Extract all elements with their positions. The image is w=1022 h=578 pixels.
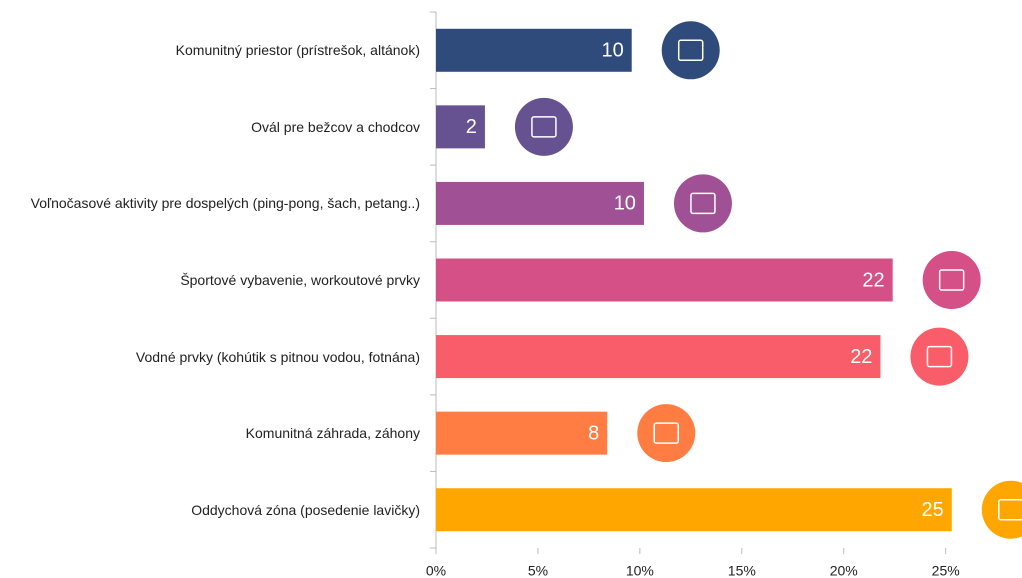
icon bbox=[514, 97, 573, 156]
category-label: Komunitná záhrada, záhony bbox=[245, 425, 420, 442]
category-label-wrap: Oddychová zóna (posedenie lavičky) bbox=[0, 480, 420, 540]
category-label: Športové vybavenie, workoutové prvky bbox=[180, 272, 420, 288]
bar bbox=[436, 181, 644, 225]
icon bbox=[673, 174, 732, 233]
bar bbox=[436, 258, 893, 302]
x-tick-label: 5% bbox=[528, 563, 548, 578]
bar bbox=[436, 28, 632, 72]
category-label-box: Komunitný priestor (prístrešok, altánok) bbox=[0, 20, 420, 80]
category-label-box: Voľnočasové aktivity pre dospelých (ping… bbox=[0, 173, 420, 233]
icon bbox=[910, 327, 969, 386]
category-label-wrap: Komunitná záhrada, záhony bbox=[0, 403, 420, 463]
category-label-box: Oddychová zóna (posedenie lavičky) bbox=[0, 480, 420, 540]
x-tick-label: 15% bbox=[728, 563, 756, 578]
category-label-wrap: Vodné prvky (kohútik s pitnou vodou, fot… bbox=[0, 327, 420, 387]
value-label: 25 bbox=[922, 499, 944, 521]
icon-glyph bbox=[998, 498, 1022, 521]
icon-glyph bbox=[690, 192, 716, 215]
category-label: Komunitný priestor (prístrešok, altánok) bbox=[175, 42, 420, 59]
x-tick-label: 0% bbox=[426, 563, 446, 578]
icon-glyph bbox=[938, 269, 965, 291]
icon-glyph bbox=[531, 116, 557, 138]
category-label: Ovál pre bežcov a chodcov bbox=[251, 118, 420, 135]
icon-glyph bbox=[677, 39, 704, 62]
category-label-box: Športové vybavenie, workoutové prvky bbox=[0, 250, 420, 310]
category-label-wrap: Športové vybavenie, workoutové prvky bbox=[0, 250, 420, 310]
category-label-wrap: Voľnočasové aktivity pre dospelých (ping… bbox=[0, 173, 420, 233]
category-label-box: Komunitná záhrada, záhony bbox=[0, 403, 420, 463]
icon bbox=[981, 480, 1022, 539]
x-tick-label: 25% bbox=[932, 563, 960, 578]
category-label-box: Ovál pre bežcov a chodcov bbox=[0, 97, 420, 157]
value-label: 2 bbox=[466, 116, 477, 138]
bar bbox=[436, 488, 952, 532]
bar bbox=[436, 105, 485, 149]
category-label: Voľnočasové aktivity pre dospelých (ping… bbox=[30, 195, 420, 212]
category-label-wrap: Komunitný priestor (prístrešok, altánok) bbox=[0, 20, 420, 80]
value-label: 10 bbox=[614, 193, 636, 215]
category-label-box: Vodné prvky (kohútik s pitnou vodou, fot… bbox=[0, 327, 420, 387]
icon bbox=[661, 21, 720, 80]
icon-glyph bbox=[653, 422, 680, 444]
category-label: Vodné prvky (kohútik s pitnou vodou, fot… bbox=[135, 348, 420, 365]
x-tick-label: 10% bbox=[626, 563, 654, 578]
icon-glyph bbox=[926, 345, 953, 368]
category-label-wrap: Ovál pre bežcov a chodcov bbox=[0, 97, 420, 157]
value-label: 8 bbox=[588, 422, 599, 444]
category-label: Oddychová zóna (posedenie lavičky) bbox=[191, 501, 420, 518]
value-label: 22 bbox=[850, 346, 872, 368]
value-label: 22 bbox=[862, 269, 884, 291]
bar bbox=[436, 411, 608, 455]
value-label: 10 bbox=[601, 40, 623, 62]
icon bbox=[922, 251, 981, 309]
x-tick-label: 20% bbox=[830, 563, 858, 578]
bar bbox=[436, 335, 881, 379]
icon bbox=[637, 404, 696, 463]
